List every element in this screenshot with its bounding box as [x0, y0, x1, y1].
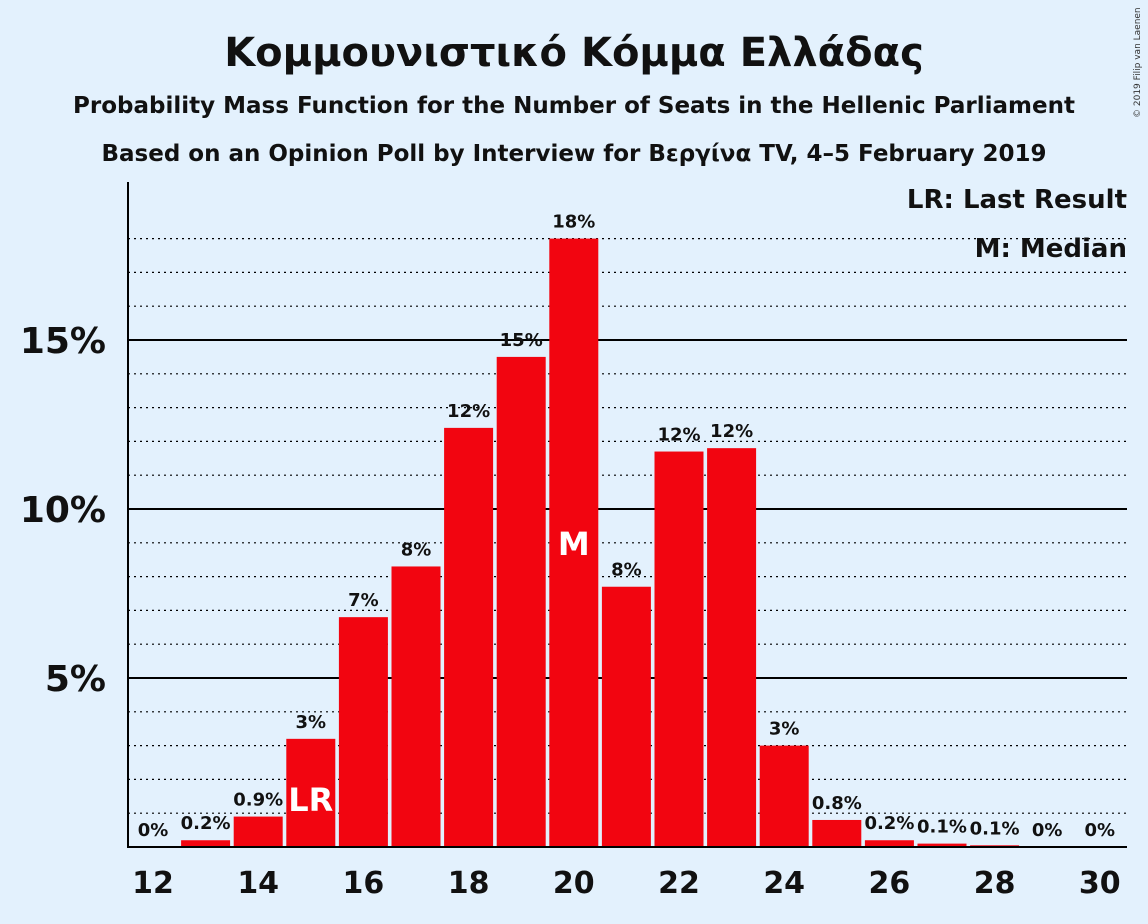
data-label-seat-15: 3%	[296, 712, 327, 733]
data-label-seat-13: 0.2%	[181, 813, 231, 834]
x-tick-label: 16	[343, 866, 385, 901]
data-label-seat-18: 12%	[447, 401, 490, 422]
data-label-seat-25: 0.8%	[812, 793, 862, 814]
chart-subtitle-poll: Based on an Opinion Poll by Interview fo…	[101, 141, 1046, 167]
axes	[127, 182, 1127, 848]
median-marker: M	[558, 525, 590, 563]
data-label-seat-27: 0.1%	[917, 817, 967, 838]
bars	[181, 238, 1020, 848]
x-tick-label: 18	[448, 866, 490, 901]
copyright-note: © 2019 Filip van Laenen	[1133, 7, 1143, 118]
bar-seat-27	[917, 843, 967, 847]
x-tick-label: 12	[132, 866, 174, 901]
bar-seat-18	[444, 427, 494, 847]
data-label-seat-28: 0.1%	[970, 818, 1020, 839]
data-label-seat-12: 0%	[138, 820, 169, 841]
tick-labels: 5% 10% 15% 12 14 16 18 20 22 24 26 28 30	[20, 321, 1121, 901]
data-label-seat-22: 12%	[657, 425, 700, 446]
data-label-seat-16: 7%	[348, 590, 379, 611]
bar-seat-21	[601, 586, 651, 847]
bar-seat-14	[233, 816, 283, 847]
data-label-seat-24: 3%	[769, 719, 800, 740]
legend-last-result: LR: Last Result	[907, 185, 1127, 215]
data-label-seat-17: 8%	[401, 539, 432, 560]
bar-seat-13	[181, 840, 231, 847]
legend-median: M: Median	[975, 234, 1127, 264]
data-label-seat-19: 15%	[500, 330, 543, 351]
y-tick-label: 10%	[20, 490, 106, 531]
chart-subtitle: Probability Mass Function for the Number…	[73, 93, 1075, 119]
data-label-seat-29: 0%	[1032, 820, 1063, 841]
bar-seat-17	[391, 566, 441, 847]
chart-title: Κομμουνιστικό Κόμμα Ελλάδας	[224, 30, 924, 76]
bar-seat-19	[496, 356, 546, 847]
x-tick-label: 20	[553, 866, 595, 901]
x-tick-label: 30	[1079, 866, 1121, 901]
data-label-seat-14: 0.9%	[233, 790, 283, 811]
bar-seat-16	[338, 617, 388, 847]
data-label-seat-30: 0%	[1085, 820, 1116, 841]
x-tick-label: 24	[763, 866, 805, 901]
bar-seat-23	[707, 448, 757, 847]
bar-seat-25	[812, 819, 862, 847]
bar-seat-24	[759, 745, 809, 847]
y-tick-label: 15%	[20, 321, 106, 362]
last-result-marker: LR	[288, 781, 333, 819]
bar-seat-15	[286, 738, 336, 847]
data-label-seat-21: 8%	[611, 560, 642, 581]
bar-markers: LR M	[288, 525, 589, 819]
bar-seat-20	[549, 238, 599, 848]
x-tick-label: 26	[869, 866, 911, 901]
bar-seat-26	[864, 840, 914, 847]
x-tick-label: 28	[974, 866, 1016, 901]
data-label-seat-20: 18%	[552, 212, 595, 233]
data-labels: 0% 0.2%0.9%3%7%8%12%15%18%8%12% 12%3%0.8%0…	[138, 212, 1115, 841]
data-label-seat-26: 0.2%	[864, 813, 914, 834]
x-tick-label: 22	[658, 866, 700, 901]
y-tick-label: 5%	[45, 659, 106, 700]
data-label-seat-23: 12%	[710, 421, 753, 442]
bar-seat-22	[654, 451, 704, 847]
x-tick-label: 14	[237, 866, 279, 901]
